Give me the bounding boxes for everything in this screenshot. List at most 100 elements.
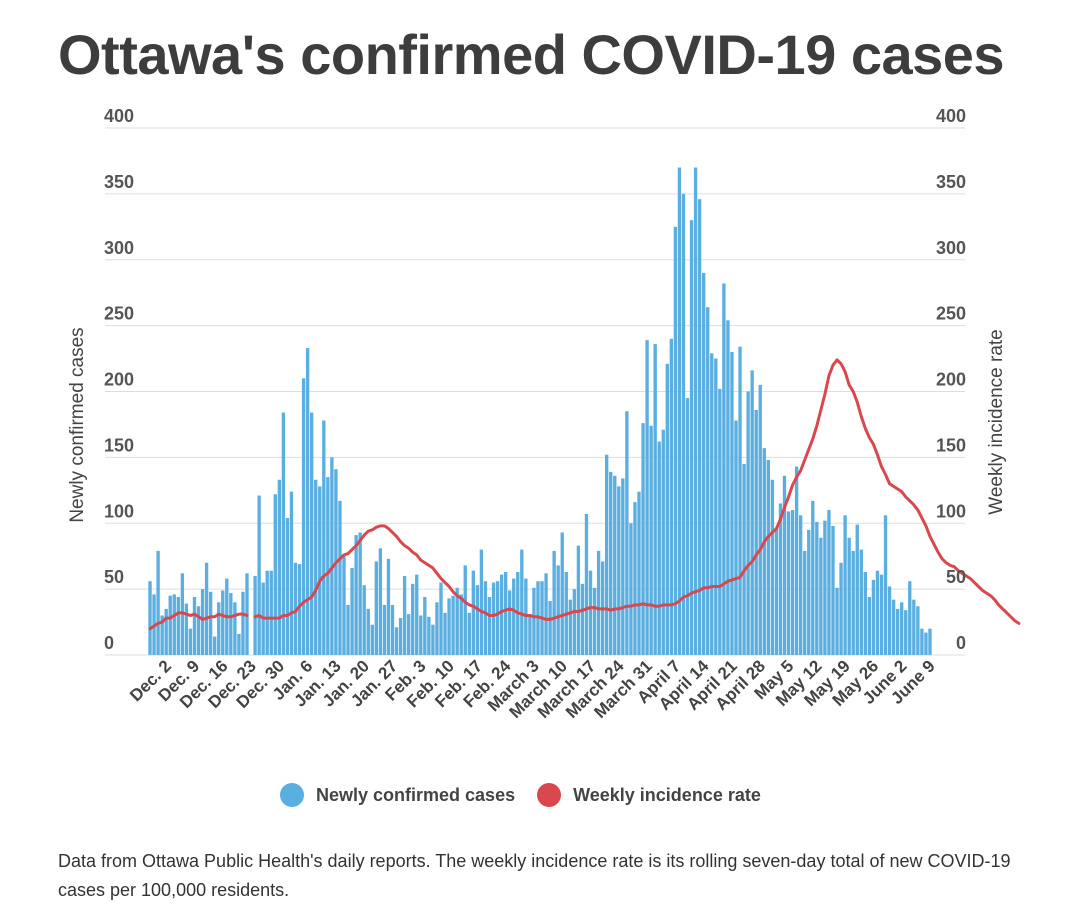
bar: [156, 550, 160, 655]
bar: [831, 525, 835, 655]
bar: [576, 545, 581, 655]
bar: [665, 363, 669, 655]
bar: [499, 574, 504, 655]
y-tick-label-left: 250: [104, 304, 134, 324]
bar: [487, 597, 492, 655]
bar: [415, 574, 419, 655]
bar: [269, 570, 273, 655]
bar: [346, 604, 350, 655]
y-tick-label-left: 350: [104, 172, 134, 192]
legend-item-cases[interactable]: Newly confirmed cases: [280, 783, 515, 807]
gridlines: [105, 127, 965, 656]
bar: [572, 589, 577, 655]
bar: [411, 583, 415, 655]
bar: [722, 283, 726, 655]
bar: [580, 583, 585, 655]
bar: [386, 558, 391, 655]
bar: [681, 193, 686, 655]
bar: [463, 565, 467, 655]
bar: [839, 562, 843, 655]
bar: [491, 582, 496, 655]
y-tick-label-left: 50: [104, 567, 124, 587]
y-tick-label-right: 50: [946, 567, 966, 587]
bar: [370, 624, 374, 655]
bar: [855, 524, 859, 655]
bar: [649, 425, 653, 655]
bar: [633, 502, 637, 655]
bar: [362, 585, 366, 655]
bar: [657, 441, 661, 655]
bar: [164, 608, 168, 655]
bar: [237, 633, 241, 655]
bar: [754, 409, 758, 655]
bar: [827, 510, 831, 655]
bar: [641, 423, 645, 655]
bar: [928, 628, 932, 655]
y-tick-label-left: 300: [104, 238, 134, 258]
bar: [176, 597, 180, 655]
y-tick-label-right: 150: [936, 435, 966, 455]
bar: [508, 590, 512, 655]
bar: [301, 378, 306, 655]
legend-item-incidence[interactable]: Weekly incidence rate: [537, 783, 761, 807]
bar: [669, 338, 674, 655]
bar: [875, 570, 880, 655]
bar: [815, 521, 819, 655]
bar: [544, 573, 548, 655]
bar: [419, 615, 423, 655]
bar: [318, 486, 322, 655]
legend-label-incidence: Weekly incidence rate: [573, 784, 761, 805]
bar: [439, 582, 443, 655]
bar: [188, 628, 193, 655]
bar: [208, 591, 213, 655]
bar: [309, 412, 314, 655]
bar: [285, 517, 290, 655]
bar: [758, 384, 762, 655]
bar: [908, 581, 912, 655]
bar: [548, 600, 552, 655]
line-series-incidence: [148, 358, 1021, 631]
y-tick-label-right: 250: [936, 304, 966, 324]
bar: [689, 220, 694, 655]
bar: [467, 612, 471, 655]
bar: [568, 599, 572, 655]
bar: [528, 614, 532, 655]
bar: [297, 564, 302, 655]
bar: [443, 612, 447, 655]
bar: [483, 581, 488, 655]
bar: [552, 550, 556, 655]
bar: [605, 454, 609, 655]
bar: [835, 587, 839, 655]
bar: [798, 515, 803, 655]
bar: [305, 348, 310, 655]
y-tick-label-left: 100: [104, 501, 134, 521]
bar: [613, 475, 617, 655]
bar: [160, 615, 164, 655]
bar: [726, 320, 730, 655]
bar: [560, 532, 564, 655]
bar: [706, 307, 710, 655]
bar: [455, 587, 459, 655]
bar: [693, 167, 698, 655]
bar: [289, 491, 294, 655]
bar: [326, 477, 330, 655]
bar: [374, 561, 379, 655]
bar: [241, 591, 245, 655]
bar: [330, 457, 334, 655]
bar: [221, 590, 225, 655]
y-axis-title-right: Weekly incidence rate: [986, 329, 1007, 515]
bar: [900, 602, 904, 655]
bar: [406, 614, 411, 655]
bar: [427, 616, 431, 655]
bar: [451, 595, 455, 655]
incidence-line-segment: [253, 358, 1021, 625]
bar: [503, 571, 508, 655]
bar: [338, 500, 342, 655]
bar: [701, 272, 706, 655]
bar: [293, 562, 298, 655]
bar: [621, 478, 625, 655]
bar: [168, 595, 172, 655]
incidence-line-segment: [148, 611, 249, 631]
bar: [673, 226, 678, 655]
bar-series-cases: [148, 167, 932, 655]
